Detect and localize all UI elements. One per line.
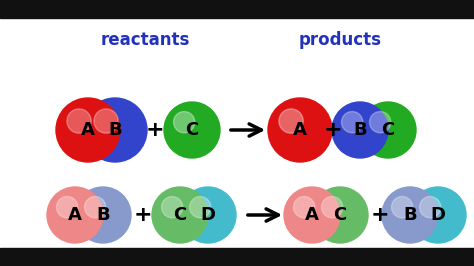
Circle shape — [279, 109, 303, 133]
Circle shape — [164, 102, 220, 158]
Text: +: + — [324, 120, 342, 140]
Text: B: B — [96, 206, 110, 224]
Circle shape — [67, 109, 91, 133]
Bar — [0, 0, 474, 18]
Circle shape — [268, 98, 332, 162]
Bar — [0, 248, 474, 266]
Circle shape — [312, 187, 368, 243]
Circle shape — [75, 187, 131, 243]
Text: A: A — [293, 121, 307, 139]
Circle shape — [293, 197, 315, 218]
Text: B: B — [353, 121, 367, 139]
Circle shape — [84, 197, 106, 218]
Circle shape — [332, 102, 388, 158]
Text: A: A — [81, 121, 95, 139]
Circle shape — [342, 111, 363, 133]
Text: D: D — [430, 206, 446, 224]
Circle shape — [94, 109, 118, 133]
Text: C: C — [333, 206, 346, 224]
Circle shape — [360, 102, 416, 158]
Circle shape — [47, 187, 103, 243]
Circle shape — [370, 111, 391, 133]
Circle shape — [284, 187, 340, 243]
Circle shape — [321, 197, 343, 218]
Text: products: products — [299, 31, 382, 49]
Circle shape — [382, 187, 438, 243]
Circle shape — [56, 98, 120, 162]
Text: B: B — [403, 206, 417, 224]
Circle shape — [419, 197, 441, 218]
Circle shape — [56, 197, 78, 218]
Text: C: C — [173, 206, 187, 224]
Text: B: B — [108, 121, 122, 139]
Text: A: A — [305, 206, 319, 224]
Circle shape — [190, 197, 211, 218]
Text: +: + — [371, 205, 389, 225]
Text: A: A — [68, 206, 82, 224]
Text: C: C — [382, 121, 395, 139]
Circle shape — [152, 187, 208, 243]
Circle shape — [410, 187, 466, 243]
Circle shape — [162, 197, 183, 218]
Text: C: C — [185, 121, 199, 139]
Circle shape — [180, 187, 236, 243]
Circle shape — [173, 111, 195, 133]
Circle shape — [392, 197, 413, 218]
Text: reactants: reactants — [100, 31, 190, 49]
Text: +: + — [146, 120, 164, 140]
Text: D: D — [201, 206, 216, 224]
Text: +: + — [134, 205, 152, 225]
Circle shape — [83, 98, 147, 162]
